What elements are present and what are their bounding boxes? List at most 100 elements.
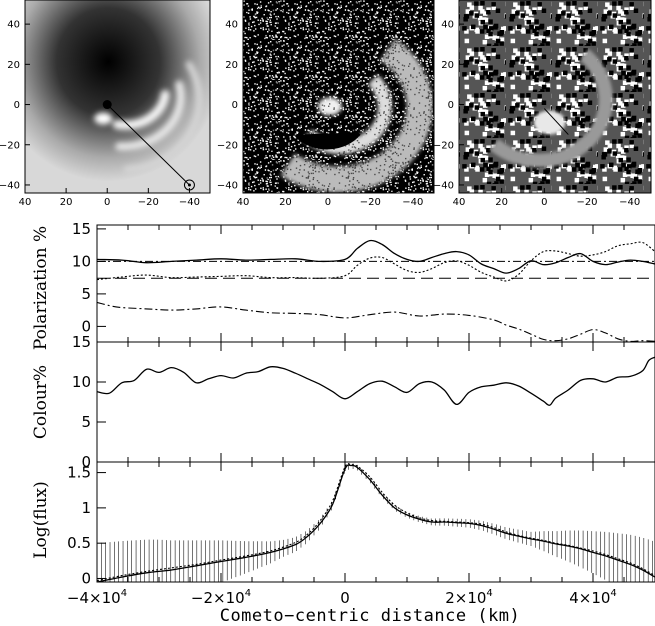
- x-ticks-minor: [96, 342, 655, 462]
- y-tick-label: −20: [433, 140, 454, 151]
- y-ticks: 0 5 10 15: [72, 220, 106, 335]
- y-tick-label: −20: [217, 140, 238, 151]
- image-ticks: 40 20 0 −20 −40 40 20 0 −20 −40: [217, 20, 423, 208]
- y-tick-label: 40: [7, 20, 20, 31]
- image-ticks: 40 20 0 −20 −40 40 20 0 −20 −40: [433, 20, 640, 208]
- series-line-2: [97, 463, 655, 582]
- x-tick-label: 20: [495, 197, 508, 208]
- plot-panel-flux: 0 0.5 1 1.5 −4×104 −2×104 0 2×104 4×104: [67, 461, 655, 607]
- x-tick-label: 0: [325, 197, 331, 208]
- y-tick-label: 0: [81, 317, 91, 335]
- y-tick-label: −40: [433, 180, 454, 191]
- polmap-noise-dark: [243, 0, 434, 193]
- y-tick-label: 1.5: [67, 464, 91, 482]
- image-content: [25, 0, 210, 193]
- image-panels: 40 20 0 −20 −40 40 20 0 −20 −40 40 20 0 −20 −40 40 20 0 −2…: [0, 0, 652, 208]
- x-tick-label: 20: [279, 197, 292, 208]
- image-frame: [24, 0, 211, 194]
- plot-panel-polarization: 0 5 10 15: [72, 220, 655, 343]
- y-tick-label: 0: [14, 100, 20, 111]
- x-ticks-minor: [96, 462, 655, 582]
- y-tick-label: 10: [72, 252, 91, 270]
- series-line-1: [97, 464, 655, 582]
- y-tick-label: 40: [441, 20, 454, 31]
- series-line-1: [97, 239, 655, 274]
- colmap-core: [533, 110, 566, 135]
- y-tick-label: −20: [0, 140, 20, 151]
- image-frame: [458, 0, 652, 194]
- y-tick-label: 5: [81, 413, 91, 431]
- distance-axis-title: Cometo−centric distance (km): [220, 606, 521, 626]
- x-tick-label: −20: [360, 197, 381, 208]
- shell-outer: [123, 61, 203, 174]
- image-panel-colour-map: 40 20 0 −20 −40 40 20 0 −20 −40: [433, 0, 652, 208]
- series-line-1: [97, 356, 655, 406]
- x-tick-exponent: 4: [245, 588, 251, 599]
- y-tick-label: 10: [72, 373, 91, 391]
- y-tick-label: 40: [225, 20, 238, 31]
- image-panel-intensity: 40 20 0 −20 −40 40 20 0 −20 −40: [0, 0, 211, 208]
- colour-axis-title: Colour%: [31, 365, 51, 439]
- colmap-shell: [489, 49, 613, 168]
- polarization-axis-title: Polarization %: [31, 226, 51, 350]
- nucleus-marker: [102, 100, 112, 110]
- y-tick-label: 15: [72, 333, 91, 351]
- x-tick-label: −40: [619, 197, 640, 208]
- y-ticks: 0 5 10 15: [72, 333, 106, 471]
- shell-inner: [112, 90, 170, 130]
- y-tick-label: 20: [225, 60, 238, 71]
- image-content: [243, 0, 434, 193]
- y-ticks: 0 0.5 1 1.5: [67, 464, 106, 587]
- series-line-2: [97, 241, 655, 282]
- plot-area: [97, 239, 655, 342]
- image-ticks: 40 20 0 −20 −40 40 20 0 −20 −40: [0, 20, 200, 208]
- x-ticks-minor: [96, 225, 655, 342]
- x-tick-label: −20: [138, 197, 159, 208]
- y-tick-label: 0: [81, 569, 91, 587]
- shell-arcs: [94, 61, 203, 174]
- x-tick-labels: −4×104 −2×104 0 2×104 4×104: [67, 588, 617, 607]
- shell-middle: [115, 80, 185, 151]
- plot-frame: [96, 224, 655, 343]
- x-tick-label: 0: [104, 197, 110, 208]
- x-tick-exponent: 4: [486, 588, 492, 599]
- y-tick-label: 0: [448, 100, 454, 111]
- image-frame: [242, 0, 435, 194]
- x-tick-label: −20: [576, 197, 597, 208]
- image-panel-polarization-map: 40 20 0 −20 −40 40 20 0 −20 −40: [217, 0, 435, 208]
- colmap-shells: [489, 49, 613, 168]
- y-tick-label: 0: [232, 100, 238, 111]
- y-tick-label: 5: [81, 285, 91, 303]
- x-tick-label: 0: [340, 589, 350, 607]
- plot-frame: [96, 461, 655, 583]
- x-tick-exponent: 4: [121, 588, 127, 599]
- plot-area: [97, 463, 655, 582]
- x-tick-label: −40: [179, 197, 200, 208]
- cut-end-dot: [187, 183, 191, 187]
- x-tick-label: −40: [402, 197, 423, 208]
- plot-frame: [96, 341, 655, 463]
- y-tick-label: 0: [81, 453, 91, 471]
- y-tick-label: −40: [0, 180, 20, 191]
- inner-glow: [94, 112, 113, 125]
- x-tick-label: −4×104: [67, 588, 127, 607]
- x-tick-label: 2×104: [445, 588, 493, 607]
- colmap-cut-line: [543, 108, 569, 135]
- x-tick-label: 40: [237, 197, 250, 208]
- y-tick-label: 0.5: [67, 534, 91, 552]
- plot-area: [97, 356, 655, 406]
- image-content: [459, 0, 651, 193]
- x-tick-label: 40: [19, 197, 32, 208]
- x-tick-label: 20: [60, 197, 73, 208]
- y-tick-label: −40: [217, 180, 238, 191]
- x-tick-label: −2×104: [191, 588, 251, 607]
- y-tick-label: 20: [441, 60, 454, 71]
- y-tick-label: 15: [72, 220, 91, 238]
- x-tick-label: 4×104: [569, 588, 617, 607]
- cut-line: [106, 104, 190, 186]
- flux-axis-title: Log(flux): [31, 481, 51, 559]
- series-line-3: [97, 301, 655, 342]
- y-tick-label: 20: [7, 60, 20, 71]
